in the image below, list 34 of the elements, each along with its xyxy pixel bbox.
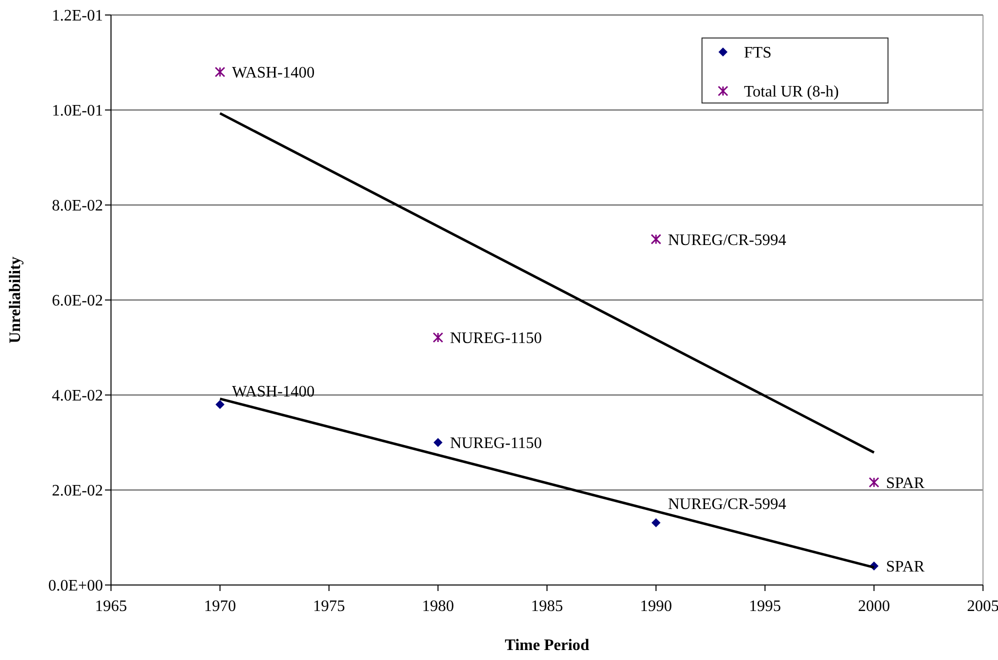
x-tick-label: 1975 xyxy=(313,598,345,615)
x-tick-label: 2005 xyxy=(967,598,998,615)
point xyxy=(214,66,226,78)
point xyxy=(216,400,224,409)
y-axis-title: Unreliability xyxy=(7,256,24,344)
annotation: NUREG-1150 xyxy=(450,330,542,348)
point xyxy=(868,477,880,488)
point xyxy=(652,518,660,528)
y-tick-label: 2.0E-02 xyxy=(52,482,103,500)
x-tick-label: 1980 xyxy=(422,598,454,615)
x-axis-title: Time Period xyxy=(504,637,590,654)
y-tick-label: 6.0E-02 xyxy=(52,292,103,310)
annotation: NUREG/CR-5994 xyxy=(668,496,786,513)
annotation: SPAR xyxy=(886,558,925,576)
y-tick-label: 0.0E+00 xyxy=(48,578,103,595)
point xyxy=(432,332,444,343)
point xyxy=(650,234,662,244)
x-tick-label: 1970 xyxy=(204,598,236,615)
annotation: NUREG-1150 xyxy=(450,435,542,452)
annotation: WASH-1400 xyxy=(232,64,315,82)
annotation: NUREG/CR-5994 xyxy=(668,232,786,249)
point xyxy=(434,438,442,447)
y-tick-label: 1.2E-01 xyxy=(52,8,103,25)
x-tick-label: 1965 xyxy=(95,598,127,615)
legend-label: Total UR (8-h) xyxy=(744,84,839,101)
x-tick-label: 2000 xyxy=(858,598,890,615)
annotation: SPAR xyxy=(886,475,925,492)
x-tick-label: 1990 xyxy=(640,598,672,615)
y-tick-label: 4.0E-02 xyxy=(52,388,103,405)
legend-label: FTS xyxy=(744,44,772,62)
y-tick-label: 1.0E-01 xyxy=(52,102,103,120)
x-tick-label: 1985 xyxy=(531,598,563,615)
y-tick-label: 8.0E-02 xyxy=(52,198,103,215)
x-tick-label: 1995 xyxy=(749,598,781,615)
